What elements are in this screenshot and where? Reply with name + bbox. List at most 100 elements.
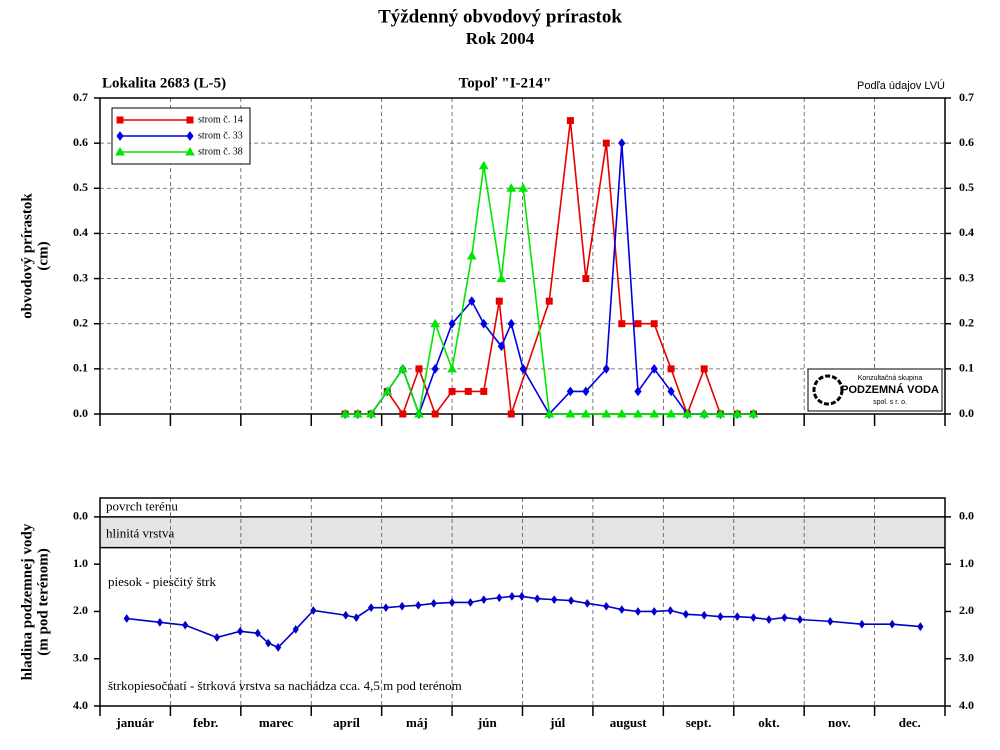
marker	[448, 387, 456, 395]
tree-type: Topoľ "I-214"	[459, 75, 552, 91]
y2-tick-label: 2.0	[959, 603, 974, 617]
marker	[518, 591, 525, 601]
surface-label: povrch terénu	[106, 498, 178, 513]
marker	[497, 341, 505, 352]
y-axis-label: (m pod terénom)	[35, 548, 51, 655]
marker	[468, 296, 476, 306]
x-tick-label: júl	[549, 715, 566, 730]
marker	[582, 275, 590, 283]
legend-label: strom č. 38	[198, 146, 243, 157]
annotation: štrkopiesočnatí - štrková vrstva sa nach…	[108, 678, 462, 693]
marker	[602, 364, 610, 374]
x-tick-label: apríl	[333, 715, 360, 730]
marker	[342, 610, 349, 620]
marker	[827, 617, 834, 626]
y2-tick-label: 0.1	[959, 361, 974, 375]
marker	[666, 408, 676, 418]
y-tick-label: 0.3	[73, 270, 88, 284]
marker	[667, 606, 674, 615]
marker	[116, 116, 124, 124]
marker	[115, 146, 125, 156]
y-tick-label: 1.0	[73, 556, 88, 570]
location: Lokalita 2683 (L-5)	[102, 75, 226, 91]
marker	[634, 607, 642, 616]
marker	[430, 318, 441, 328]
legend-label: strom č. 14	[198, 114, 243, 125]
x-tick-label: sept.	[686, 715, 712, 730]
marker	[858, 619, 866, 629]
marker	[467, 598, 474, 607]
y-tick-label: 0.4	[73, 225, 88, 239]
marker	[700, 365, 708, 373]
layer-label: hlinitá vrstva	[106, 525, 174, 540]
marker	[567, 596, 575, 605]
marker	[431, 410, 439, 418]
marker	[495, 297, 503, 305]
marker	[353, 613, 360, 622]
marker	[397, 363, 408, 373]
marker	[185, 146, 195, 156]
marker	[603, 601, 610, 611]
marker	[292, 625, 299, 634]
y-axis-label: (cm)	[35, 241, 51, 270]
marker	[750, 613, 757, 622]
marker	[748, 408, 759, 418]
marker	[699, 408, 710, 418]
x-tick-label: dec.	[899, 715, 921, 730]
logo-top: Konzultačná skupina	[858, 375, 923, 382]
marker	[545, 297, 553, 305]
marker	[464, 387, 472, 395]
marker	[496, 593, 503, 603]
x-tick-label: január	[115, 715, 154, 730]
marker	[566, 117, 574, 125]
marker	[649, 408, 660, 418]
marker	[634, 320, 642, 328]
marker	[430, 599, 437, 608]
marker	[156, 617, 163, 627]
marker	[682, 609, 689, 619]
marker	[581, 408, 591, 418]
marker	[186, 116, 194, 124]
y-tick-label: 2.0	[73, 603, 88, 617]
marker	[480, 318, 488, 329]
marker	[734, 612, 741, 622]
marker	[715, 408, 726, 418]
marker	[382, 386, 393, 395]
x-tick-label: jún	[477, 715, 498, 730]
y-tick-label: 0.7	[73, 90, 88, 104]
marker	[448, 598, 456, 607]
marker	[519, 364, 527, 374]
source: Podľa údajov LVÚ	[857, 79, 945, 92]
marker	[616, 408, 627, 418]
y2-tick-label: 0.2	[959, 315, 974, 329]
y-tick-label: 0.6	[73, 135, 88, 149]
marker	[480, 595, 487, 604]
marker	[466, 250, 477, 260]
marker	[565, 408, 576, 418]
y2-tick-label: 0.6	[959, 135, 974, 149]
x-tick-label: marec	[259, 715, 294, 730]
title: Týždenný obvodový prírastok	[378, 6, 622, 27]
marker	[414, 408, 424, 418]
marker	[448, 318, 456, 329]
y2-tick-label: 0.0	[959, 406, 974, 420]
data-line	[345, 165, 754, 418]
marker	[701, 610, 708, 620]
marker	[634, 386, 642, 397]
marker	[340, 408, 350, 418]
marker	[717, 612, 724, 622]
y2-tick-label: 1.0	[959, 556, 974, 570]
y-axis-label: obvodový prírastok	[19, 193, 35, 319]
marker	[765, 615, 773, 624]
marker	[601, 408, 612, 418]
marker	[732, 408, 743, 418]
marker	[415, 365, 423, 373]
marker	[582, 386, 590, 397]
x-tick-label: febr.	[193, 715, 218, 730]
marker	[480, 387, 488, 395]
marker	[667, 386, 675, 397]
annotation: piesok - piesčitý štrk	[108, 574, 216, 589]
marker	[415, 600, 422, 610]
logo-mark	[812, 374, 844, 406]
